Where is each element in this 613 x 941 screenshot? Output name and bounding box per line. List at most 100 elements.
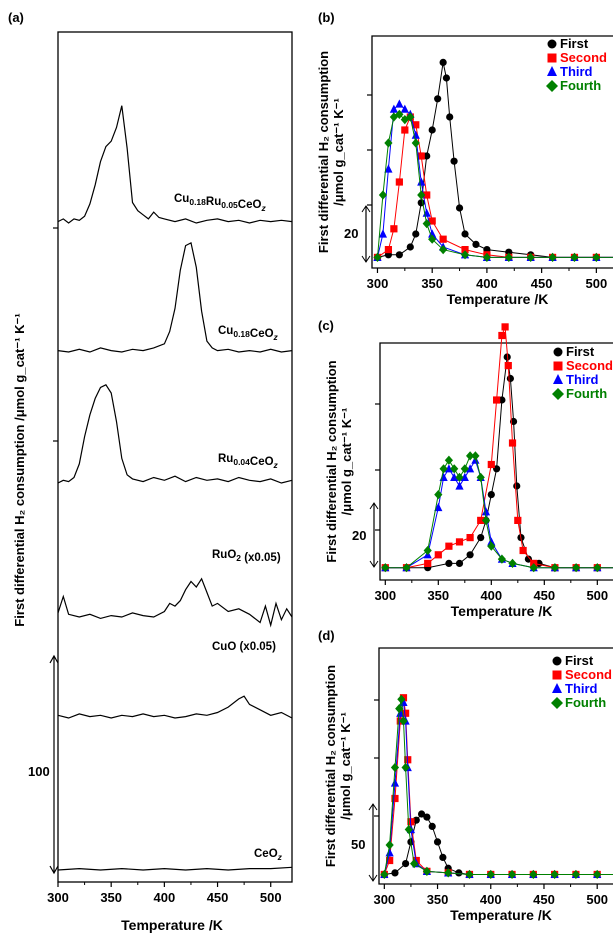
pb-point-fourth <box>504 252 513 262</box>
pb-point-first <box>434 95 442 103</box>
pc-xtick-label: 300 <box>374 588 396 603</box>
label-part: (x0.05) <box>241 552 281 564</box>
pb-point-third <box>417 177 426 186</box>
pc-point-second <box>466 534 474 542</box>
pb-point-second <box>439 235 447 243</box>
pd-point-fourth <box>385 840 394 850</box>
pb-point-first <box>446 113 454 121</box>
pb-point-fourth <box>406 112 415 122</box>
panel-a-trace-5 <box>57 866 293 871</box>
pc-point-fourth <box>450 464 459 474</box>
pc-point-second <box>519 546 527 555</box>
pb-point-second <box>412 121 420 129</box>
pc-line-fourth <box>385 455 613 569</box>
pd-xtick-label: 300 <box>373 892 395 907</box>
pb-point-second <box>401 126 409 134</box>
pd-point-third <box>396 708 405 717</box>
pd-point-fourth <box>444 868 453 878</box>
pb-point-first <box>412 230 420 238</box>
pb-scale-value: 20 <box>344 226 358 241</box>
pb-point-third <box>428 229 437 238</box>
pd-point-fourth <box>550 869 559 880</box>
pb-point-first <box>461 230 469 238</box>
panel-a-scale-arrow-top <box>49 654 59 664</box>
pb-ylabel-1: First differential H₂ consumption <box>316 51 331 253</box>
label-part: Cu <box>174 193 189 205</box>
label-part: CeO <box>250 328 274 340</box>
pb-point-fourth <box>395 109 404 119</box>
pd-point-first <box>402 860 410 868</box>
pc-point-fourth <box>481 515 491 525</box>
pc-xtick-label: 350 <box>427 588 449 603</box>
pc-point-first <box>466 551 474 559</box>
pc-point-first <box>506 374 514 383</box>
panel-a-xtick-label: 450 <box>207 890 229 905</box>
pc-scale-arrow-bottom <box>369 560 379 568</box>
pc-point-second <box>514 516 522 524</box>
pc-point-first <box>487 491 495 499</box>
panel-a-trace-4 <box>57 695 293 719</box>
pb-legend-marker <box>546 80 558 92</box>
pb-point-second <box>417 152 425 160</box>
pb-legend-marker <box>547 39 557 49</box>
pc-legend-label-second: Second <box>566 358 613 373</box>
pc-point-second <box>498 331 506 340</box>
pc-point-second <box>493 396 501 404</box>
pb-scale-arrow-bottom <box>361 255 371 263</box>
pb-point-second <box>423 191 431 199</box>
panel-a-xtick-label: 500 <box>260 890 282 905</box>
label-part: CuO (x0.05) <box>212 641 276 653</box>
pd-point-second <box>386 856 394 865</box>
panel-a-xtick-label: 350 <box>100 890 122 905</box>
pc-point-second <box>424 559 432 567</box>
pd-scale-arrow-top <box>368 803 378 811</box>
pd-point-fourth <box>410 859 419 869</box>
panel-a-scale-arrow-bottom <box>49 865 59 875</box>
pb-point-first <box>417 199 425 207</box>
pb-point-third <box>378 229 388 238</box>
panel-a-frame <box>57 31 293 883</box>
pd-point-fourth <box>593 869 602 880</box>
pd-ylabel-2: /μmol g_cat⁻¹ K⁻¹ <box>338 712 353 820</box>
pd-xtick-label: 450 <box>533 892 555 907</box>
pc-point-third <box>434 502 443 512</box>
label-part: Cu <box>218 325 233 337</box>
panel-a-trace-1 <box>57 242 293 353</box>
label-part: Ru <box>206 196 221 208</box>
label-part: RuO <box>212 549 236 561</box>
pd-legend-label-fourth: Fourth <box>565 695 606 710</box>
panel-a-trace-2 <box>57 384 293 484</box>
pd-point-first <box>417 810 426 818</box>
pd-point-second <box>391 794 399 803</box>
pc-point-fourth <box>423 545 432 556</box>
pd-point-first <box>428 822 436 831</box>
pc-scale-arrow-top <box>369 502 379 510</box>
pd-line-fourth <box>383 699 613 875</box>
panel-c: 300 350 400 450 500 Temperature /K First diffe… <box>324 323 613 619</box>
pb-point-first <box>455 204 464 212</box>
pc-point-fourth <box>434 490 443 500</box>
pb-point-third <box>411 130 420 139</box>
label-part: CeO <box>238 199 262 211</box>
pd-legend-label-first: First <box>565 653 594 668</box>
label-part: 0.05 <box>221 200 238 210</box>
pb-point-third <box>384 164 393 173</box>
pd-point-first <box>391 869 399 877</box>
pd-point-fourth <box>399 716 408 726</box>
panel-a: 300 350 400 450 500100Cu0.18Ru0.05CeOzCu0.18… <box>28 31 293 905</box>
pd-point-fourth <box>507 869 517 880</box>
pb-legend-label-second: Second <box>560 50 607 65</box>
panel-a-xlabel: Temperature /K <box>121 917 223 933</box>
pb-point-fourth <box>400 115 409 125</box>
label-part: 2 <box>236 553 241 563</box>
pc-point-second <box>455 538 464 546</box>
pb-point-fourth <box>422 219 431 229</box>
pb-xtick-label: 300 <box>367 276 389 291</box>
pb-point-first <box>442 74 451 82</box>
pb-point-first <box>450 157 458 165</box>
pd-scale-value: 50 <box>351 837 365 852</box>
pc-point-first <box>513 482 521 490</box>
pc-line-third <box>385 458 613 569</box>
pb-point-fourth <box>592 252 601 262</box>
